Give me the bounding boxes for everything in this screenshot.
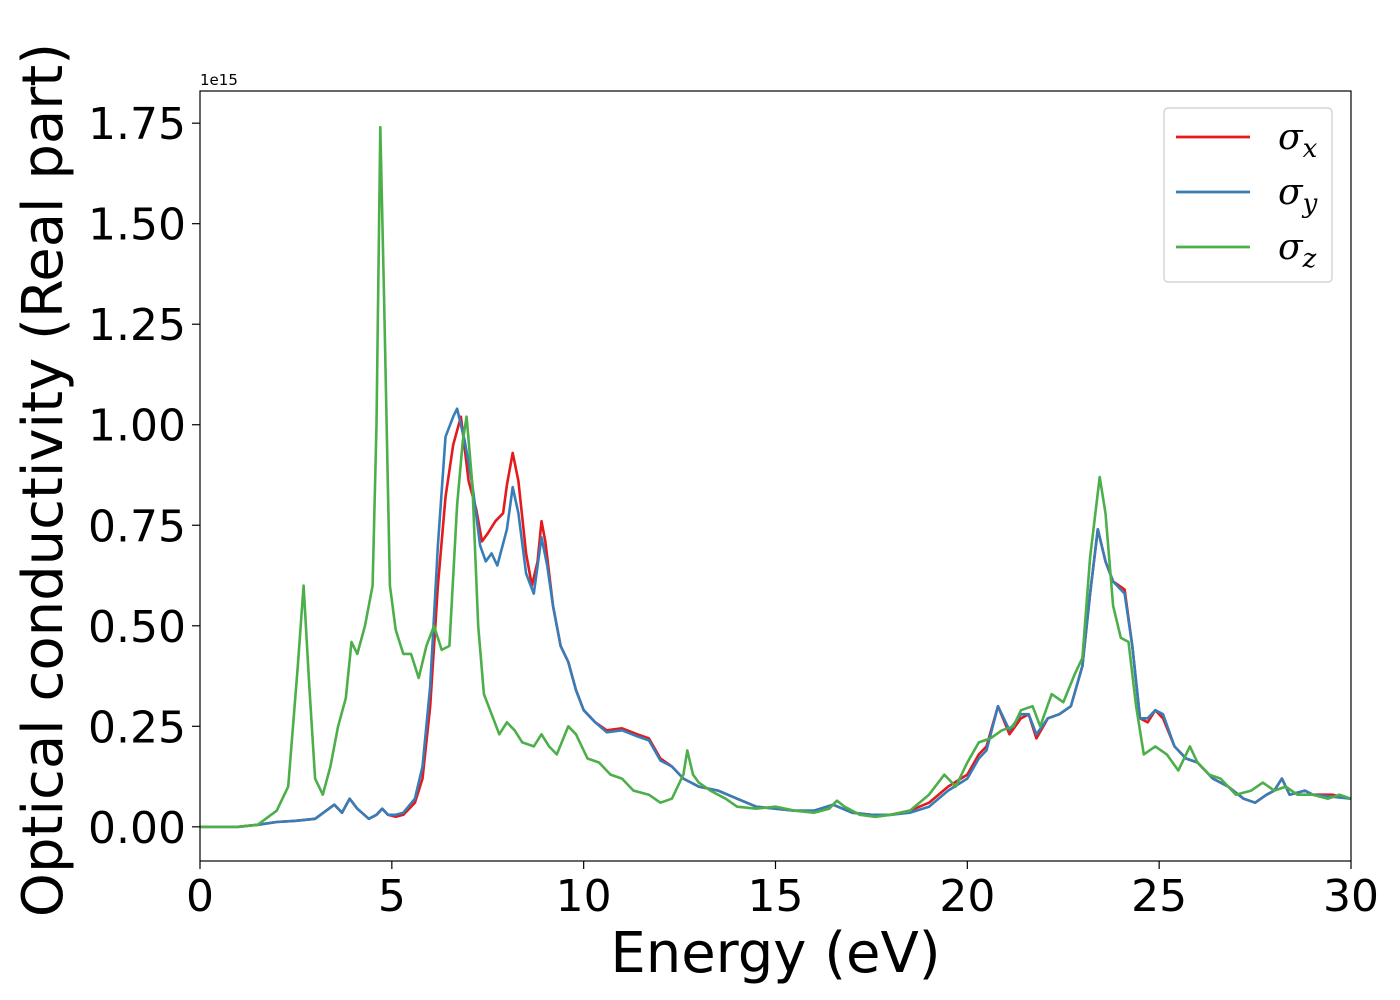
y-tick-label: 1.25 <box>88 300 186 351</box>
x-tick-label: 15 <box>748 871 804 922</box>
x-tick-label: 30 <box>1323 871 1379 922</box>
legend: σx σy σz <box>1163 107 1333 283</box>
x-tick-label: 25 <box>1131 871 1187 922</box>
y-tick-label: 0.00 <box>88 803 186 854</box>
y-axis: 0.00 0.25 0.50 0.75 1.00 1.25 1.50 1.75 <box>88 99 200 854</box>
y-axis-title: Optical conductivity (Real part) <box>11 43 76 917</box>
legend-label-z: σz <box>1278 227 1317 274</box>
y-tick-label: 0.75 <box>88 501 186 552</box>
x-tick-label: 0 <box>186 871 214 922</box>
legend-label-y: σy <box>1278 172 1318 219</box>
y-offset-label: 1e15 <box>200 71 238 89</box>
y-tick-label: 1.75 <box>88 99 186 150</box>
series-line-y <box>200 407 1351 829</box>
legend-label-x: σx <box>1278 117 1318 164</box>
x-axis-title: Energy (eV) <box>610 921 940 986</box>
x-tick-label: 5 <box>378 871 406 922</box>
x-tick-label: 20 <box>939 871 995 922</box>
legend-frame <box>1163 107 1333 283</box>
y-tick-label: 1.50 <box>88 200 186 251</box>
y-tick-label: 1.00 <box>88 401 186 452</box>
x-tick-label: 10 <box>556 871 612 922</box>
x-axis: 0 5 10 15 20 25 30 <box>186 861 1379 922</box>
series-line-x <box>200 415 1351 829</box>
series-line-z <box>200 125 1351 829</box>
y-tick-label: 0.25 <box>88 702 186 753</box>
y-tick-label: 0.50 <box>88 602 186 653</box>
series-layer <box>200 125 1351 829</box>
